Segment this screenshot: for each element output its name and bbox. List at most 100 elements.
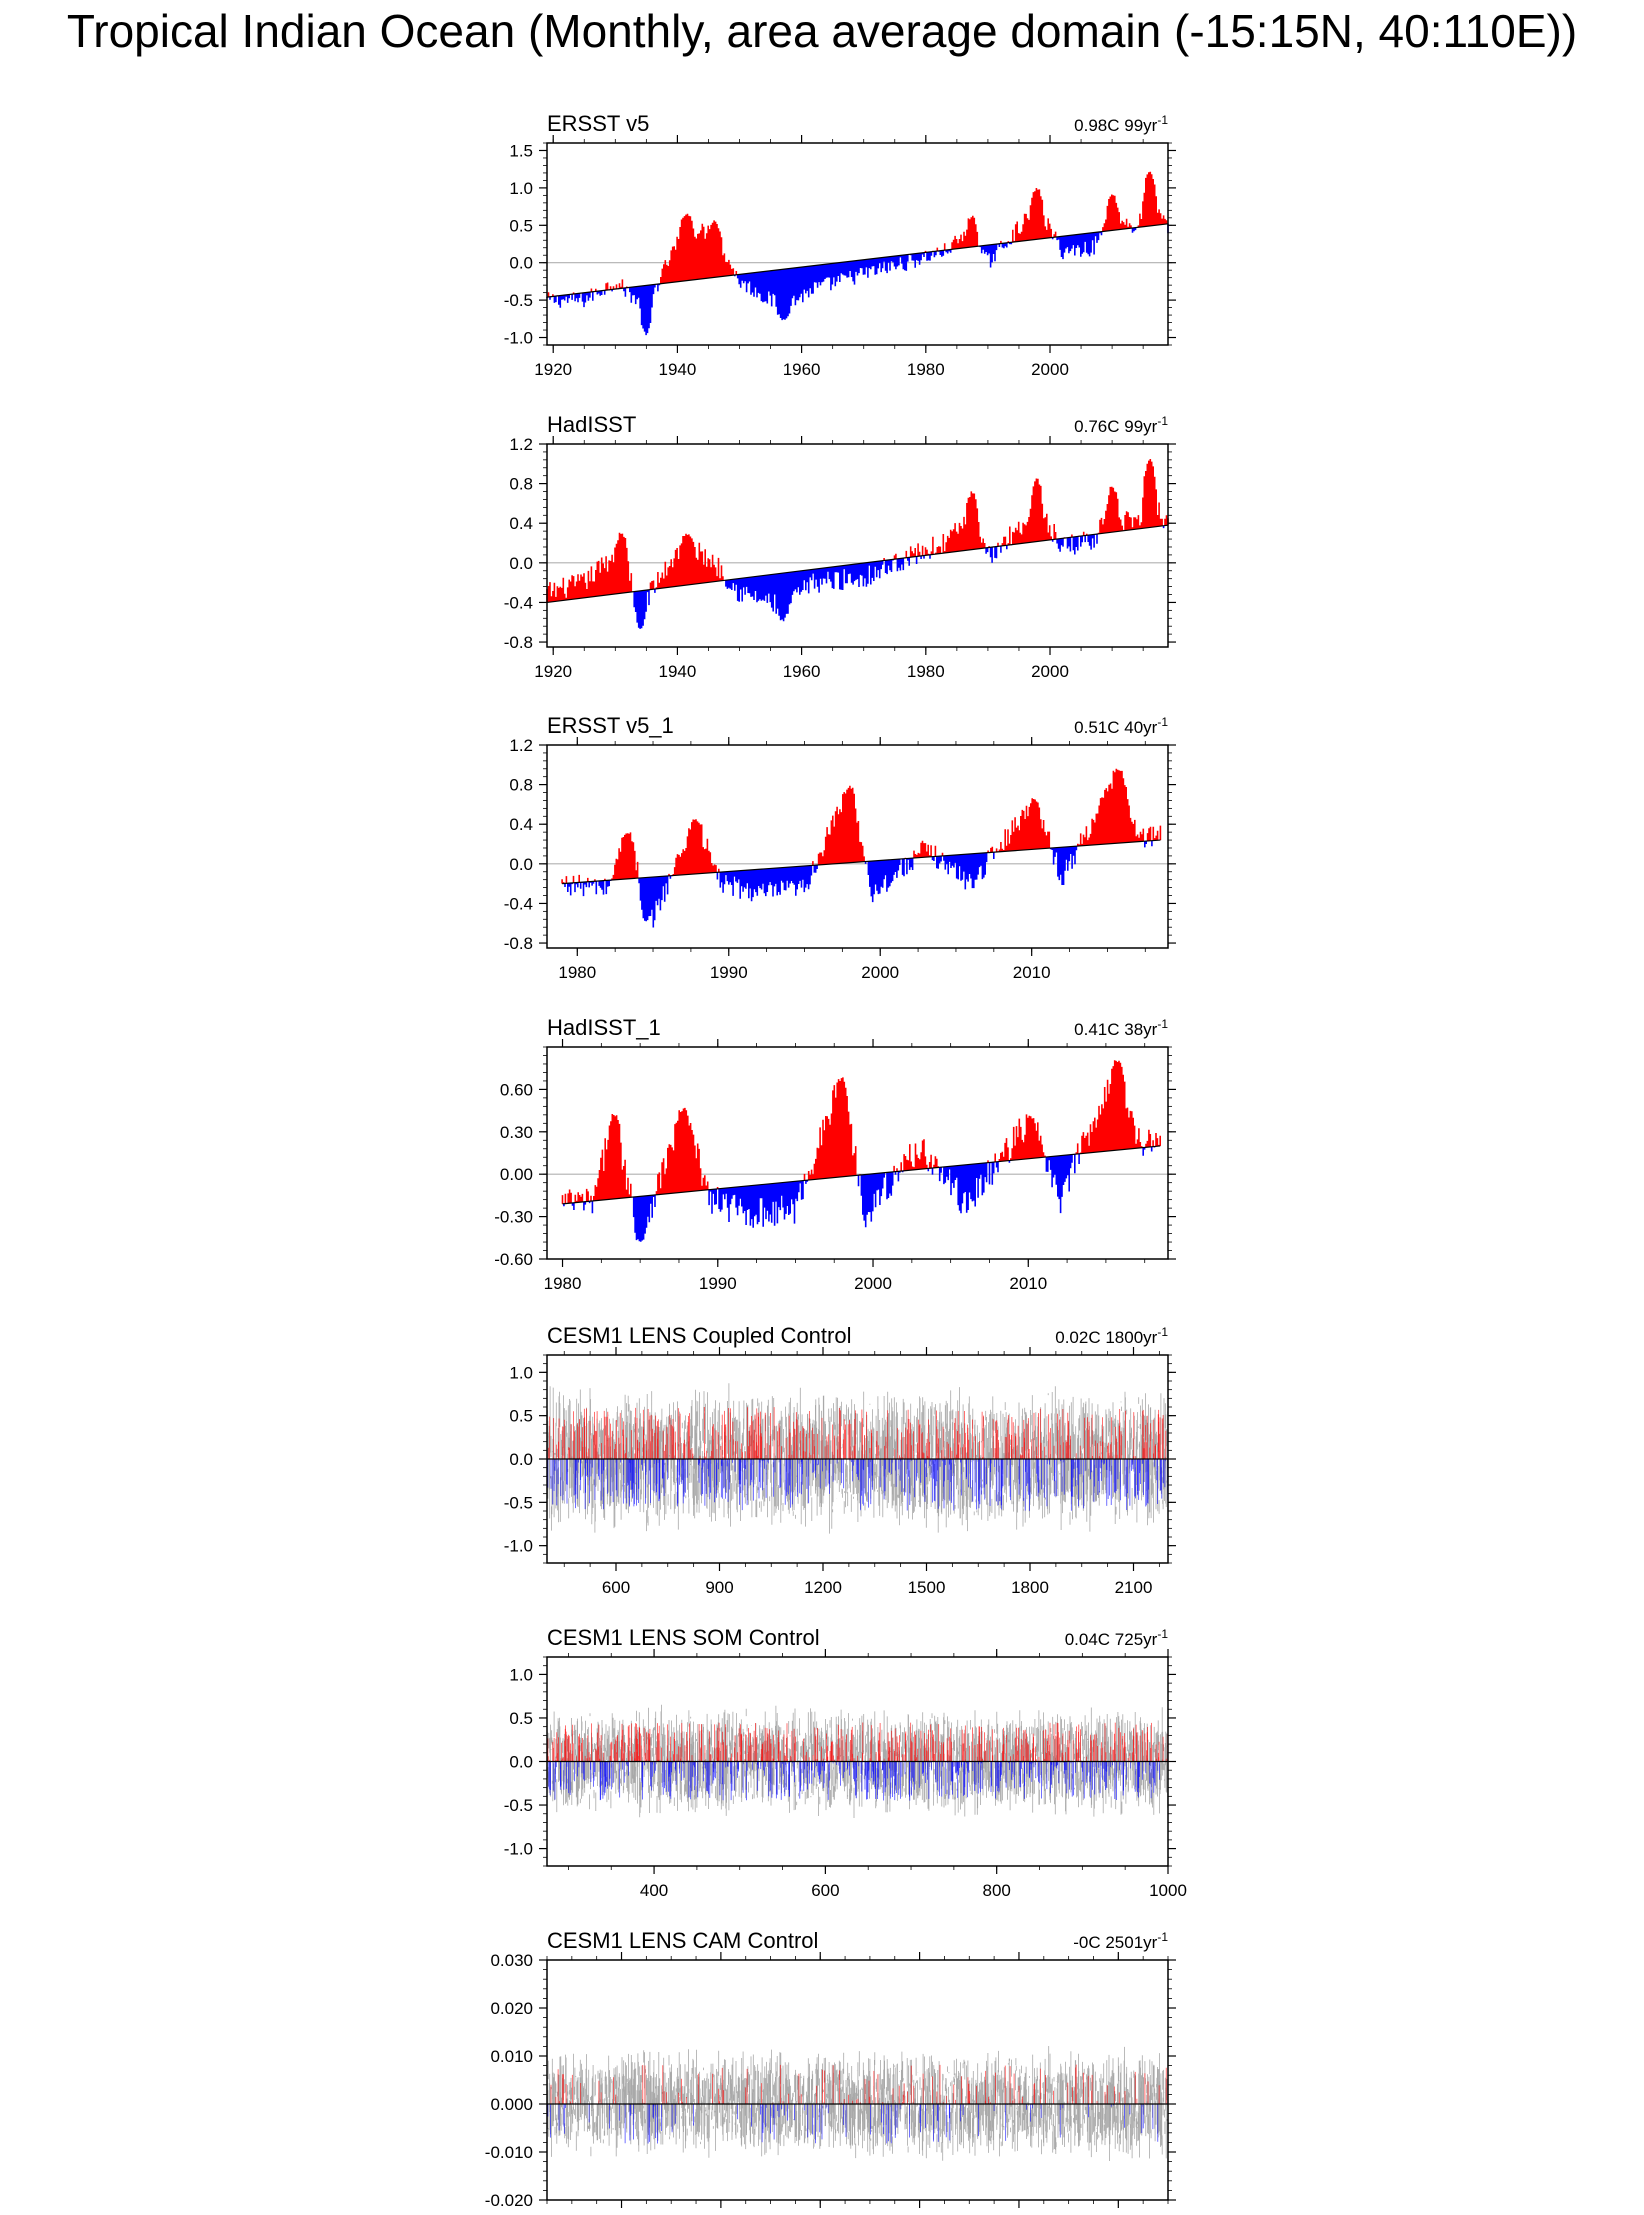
x-tick-label: 2000 — [861, 963, 899, 982]
x-tick-label: 1920 — [534, 360, 572, 379]
negative-anomaly-fill — [546, 223, 1169, 336]
negative-spikes — [547, 2104, 1159, 2144]
y-tick-label: -1.0 — [504, 1537, 533, 1556]
x-tick-label: 2000 — [1031, 360, 1069, 379]
y-tick-label: -0.5 — [504, 1493, 533, 1512]
y-tick-label: 0.020 — [490, 1999, 533, 2018]
x-tick-label: 600 — [811, 1881, 839, 1900]
chart-panel-6: CESM1 LENS SOM Control 0.04C 725yr-1 1.0 0.… — [504, 1625, 1187, 1900]
trend-label: 0.98C 99yr-1 — [1074, 113, 1168, 135]
negative-anomaly-fill — [564, 840, 1153, 928]
x-tick-label: 1500 — [908, 1578, 946, 1597]
y-tick-label: 0.0 — [509, 1450, 533, 1469]
positive-anomaly-fill — [547, 171, 1168, 297]
x-tick-label: 2000 — [854, 1274, 892, 1293]
x-tick-label: 400 — [640, 1881, 668, 1900]
x-tick-label: 2000 — [1031, 662, 1069, 681]
x-tick-label: 1980 — [907, 360, 945, 379]
x-tick-label: 2010 — [1013, 963, 1051, 982]
y-tick-label: -0.4 — [504, 593, 533, 612]
x-tick-label: 900 — [705, 1578, 733, 1597]
negative-anomaly-fill — [563, 1146, 1156, 1242]
y-tick-label: -1.0 — [504, 329, 533, 348]
trend-unit-exponent: -1 — [1157, 1930, 1168, 1944]
trend-label: 0.04C 725yr-1 — [1065, 1627, 1169, 1649]
x-tick-label: 1800 — [1011, 1578, 1049, 1597]
panel-title: ERSST v5 — [547, 111, 649, 136]
y-tick-label: 1.5 — [509, 141, 533, 160]
panel-title: ERSST v5_1 — [547, 713, 674, 738]
x-tick-label: 1980 — [907, 662, 945, 681]
x-tick-label: 1980 — [558, 963, 596, 982]
y-tick-label: 1.2 — [509, 736, 533, 755]
positive-anomaly-fill — [561, 1060, 1161, 1204]
x-tick-label: 800 — [983, 1881, 1011, 1900]
y-tick-label: 0.00 — [500, 1165, 533, 1184]
plot-frame — [546, 443, 1169, 648]
chart-panel-4: HadISST_1 0.41C 38yr-1 0.60 0.30 0.00 -0.30 -0… — [494, 1015, 1176, 1293]
plot-area — [547, 1060, 1168, 1242]
plot-frame — [546, 1959, 1169, 2201]
x-tick-label: 1980 — [544, 1274, 582, 1293]
trend-unit-exponent: -1 — [1157, 1627, 1168, 1641]
trend-label: -0C 2501yr-1 — [1073, 1930, 1168, 1952]
y-tick-label: 0.4 — [509, 514, 533, 533]
trend-unit-exponent: -1 — [1157, 715, 1168, 729]
plot-area — [547, 768, 1168, 928]
x-tick-label: 1940 — [658, 662, 696, 681]
y-tick-label: -0.30 — [494, 1208, 533, 1227]
trend-label: 0.02C 1800yr-1 — [1055, 1325, 1168, 1347]
positive-anomaly-fill — [561, 768, 1162, 884]
panel-title: HadISST_1 — [547, 1015, 661, 1040]
negative-anomaly-fill — [633, 525, 1165, 629]
y-tick-label: 0.0 — [509, 554, 533, 573]
x-tick-label: 1940 — [658, 360, 696, 379]
plot-frame — [546, 142, 1169, 346]
x-tick-label: 1960 — [783, 662, 821, 681]
y-tick-label: -0.60 — [494, 1250, 533, 1269]
trend-line — [546, 524, 1169, 604]
trend-line — [562, 839, 1161, 885]
y-tick-label: 0.000 — [490, 2095, 533, 2114]
y-tick-label: 1.0 — [509, 1363, 533, 1382]
trend-unit-exponent: -1 — [1157, 1325, 1168, 1339]
trend-label: 0.51C 40yr-1 — [1074, 715, 1168, 737]
y-tick-label: 0.5 — [509, 1407, 533, 1426]
trend-label: 0.76C 99yr-1 — [1074, 414, 1168, 436]
panel-title: CESM1 LENS CAM Control — [547, 1928, 818, 1953]
positive-spikes — [547, 1407, 1167, 1459]
x-tick-label: 2100 — [1115, 1578, 1153, 1597]
x-tick-label: 1960 — [783, 360, 821, 379]
y-tick-label: 0.0 — [509, 1753, 533, 1772]
trend-label: 0.41C 38yr-1 — [1074, 1017, 1168, 1039]
panel-title: CESM1 LENS Coupled Control — [547, 1323, 851, 1348]
positive-anomaly-fill — [546, 459, 1169, 603]
negative-spikes — [547, 1459, 1169, 1511]
chart-panel-1: ERSST v5 0.98C 99yr-1 1.5 1.0 0.5 0.0 -0.5 -1.0… — [504, 111, 1176, 379]
y-tick-label: 0.0 — [509, 254, 533, 273]
chart-panel-3: ERSST v5_1 0.51C 40yr-1 1.2 0.8 0.4 0.0 -0.4 -0… — [504, 713, 1176, 982]
y-tick-label: 0.30 — [500, 1123, 533, 1142]
trend-line — [562, 1145, 1161, 1205]
plot-frame — [546, 744, 1169, 949]
page-title: Tropical Indian Ocean (Monthly, area ave… — [66, 5, 1578, 57]
y-tick-label: -0.010 — [485, 2143, 533, 2162]
x-tick-label: 1200 — [804, 1578, 842, 1597]
plot-area — [546, 171, 1169, 336]
y-tick-label: 1.2 — [509, 435, 533, 454]
y-tick-label: -0.4 — [504, 894, 533, 913]
x-tick-label: 2010 — [1009, 1274, 1047, 1293]
plot-frame — [546, 1046, 1169, 1260]
plot-area — [546, 2046, 1169, 2161]
plot-area — [546, 1383, 1169, 1534]
trend-unit-exponent: -1 — [1157, 414, 1168, 428]
chart-panel-7: CESM1 LENS CAM Control -0C 2501yr-1 0.030 0… — [485, 1928, 1176, 2210]
y-tick-label: -0.5 — [504, 1796, 533, 1815]
y-tick-label: 0.4 — [509, 815, 533, 834]
y-tick-label: -0.8 — [504, 633, 533, 652]
x-tick-label: 1920 — [534, 662, 572, 681]
x-tick-label: 1990 — [699, 1274, 737, 1293]
y-tick-label: 0.60 — [500, 1080, 533, 1099]
y-tick-label: 0.8 — [509, 475, 533, 494]
